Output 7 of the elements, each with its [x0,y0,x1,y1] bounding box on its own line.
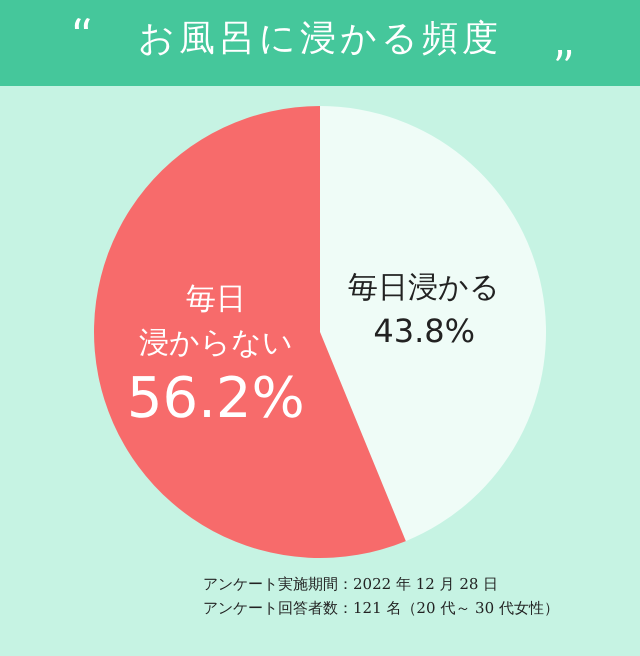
slice-label: 毎日浸からない [138,281,293,360]
text: アンケート実施期間：2022 年 12 月 28 日 [203,574,500,595]
text: アンケート回答者数：121 名（20 代～ 30 代女性） [203,598,559,619]
data-label: 56.2% [126,366,305,432]
chart-title: お風呂に浸かる頻度 [137,17,503,61]
data-label: 43.8% [373,312,476,350]
slice-label: 毎日浸かる [348,270,500,306]
